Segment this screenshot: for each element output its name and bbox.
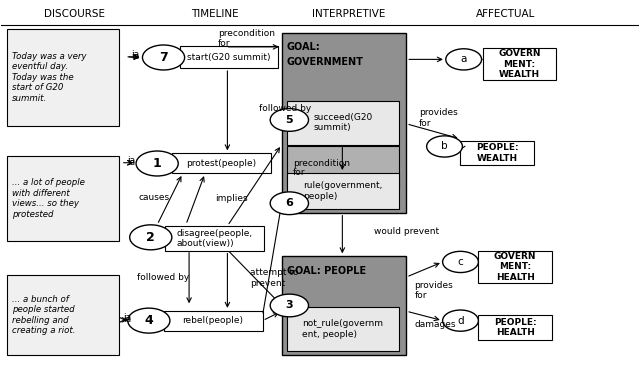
Bar <box>287 307 399 351</box>
Text: 7: 7 <box>159 51 168 64</box>
Text: rebel(people): rebel(people) <box>182 316 244 325</box>
Bar <box>287 101 399 144</box>
Circle shape <box>136 151 178 176</box>
Text: disagree(people,
about(view)): disagree(people, about(view)) <box>177 229 253 248</box>
Circle shape <box>143 45 184 70</box>
Circle shape <box>130 225 172 250</box>
Bar <box>7 156 119 241</box>
Text: ia: ia <box>131 50 139 59</box>
Bar <box>179 46 278 68</box>
Bar <box>461 141 534 165</box>
Text: 4: 4 <box>145 314 153 327</box>
Text: ia: ia <box>123 315 131 325</box>
Text: GOVERNMENT: GOVERNMENT <box>287 57 364 68</box>
Circle shape <box>443 251 478 272</box>
Text: ia: ia <box>127 158 136 167</box>
Text: b: b <box>441 141 448 152</box>
Bar <box>172 153 271 173</box>
Text: start(G20 summit): start(G20 summit) <box>188 52 271 62</box>
Text: provides
for: provides for <box>415 281 453 300</box>
Bar <box>483 48 556 80</box>
Bar <box>287 173 399 209</box>
Text: rule(government,
people): rule(government, people) <box>303 181 382 201</box>
Text: attempt to
prevent: attempt to prevent <box>250 268 298 288</box>
Text: followed by: followed by <box>138 273 189 282</box>
Circle shape <box>128 308 170 333</box>
Bar <box>282 256 406 355</box>
Text: followed by: followed by <box>259 104 312 113</box>
Bar <box>287 146 399 188</box>
Bar <box>478 315 552 340</box>
Text: precondition
for: precondition for <box>218 29 275 48</box>
Text: d: d <box>457 316 464 326</box>
Bar <box>164 311 262 331</box>
Text: ... a bunch of
people started
rebelling and
creating a riot.: ... a bunch of people started rebelling … <box>12 295 76 335</box>
Circle shape <box>427 136 463 157</box>
Text: PEOPLE:
WEALTH: PEOPLE: WEALTH <box>476 143 518 163</box>
Text: Today was a very
eventful day.
Today was the
start of G20
summit.: Today was a very eventful day. Today was… <box>12 52 86 103</box>
Text: precondition: precondition <box>293 159 350 168</box>
Text: succeed(G20
summit): succeed(G20 summit) <box>313 113 372 133</box>
Text: PEOPLE:
HEALTH: PEOPLE: HEALTH <box>494 318 536 337</box>
Circle shape <box>270 192 308 215</box>
Bar <box>478 250 552 283</box>
Bar <box>166 226 264 250</box>
Text: protest(people): protest(people) <box>186 159 257 168</box>
Text: c: c <box>458 257 463 267</box>
Text: ia: ia <box>131 52 139 61</box>
Text: INTERPRETIVE: INTERPRETIVE <box>312 9 385 19</box>
Circle shape <box>270 294 308 317</box>
Text: a: a <box>461 54 467 64</box>
Text: ia: ia <box>123 313 131 322</box>
Circle shape <box>270 109 308 131</box>
Text: 6: 6 <box>285 198 293 208</box>
Circle shape <box>446 49 481 70</box>
Text: GOVERN
MENT:
WEALTH: GOVERN MENT: WEALTH <box>499 49 541 79</box>
Text: AFFECTUAL: AFFECTUAL <box>476 9 535 19</box>
Circle shape <box>443 310 478 331</box>
Text: implies: implies <box>214 194 247 203</box>
Bar <box>7 275 119 355</box>
Text: GOAL:: GOAL: <box>287 42 321 52</box>
Bar <box>7 29 119 126</box>
Text: 5: 5 <box>285 115 293 125</box>
Text: 1: 1 <box>153 157 161 170</box>
Text: DISCOURSE: DISCOURSE <box>44 9 104 19</box>
Text: GOVERN
MENT:
HEALTH: GOVERN MENT: HEALTH <box>494 252 536 282</box>
Text: damages: damages <box>415 320 456 329</box>
Text: would prevent: would prevent <box>374 227 440 236</box>
Bar <box>282 33 406 213</box>
Text: GOAL: PEOPLE: GOAL: PEOPLE <box>287 266 366 276</box>
Text: provides
for: provides for <box>419 108 458 128</box>
Text: for: for <box>293 168 306 177</box>
Text: 2: 2 <box>147 231 155 244</box>
Text: causes: causes <box>138 193 170 202</box>
Text: ia: ia <box>127 156 136 165</box>
Text: 3: 3 <box>285 301 293 310</box>
Text: not_rule(governm
ent, people): not_rule(governm ent, people) <box>302 320 383 339</box>
Text: ... a lot of people
with different
views... so they
protested: ... a lot of people with different views… <box>12 179 85 218</box>
Text: TIMELINE: TIMELINE <box>191 9 239 19</box>
